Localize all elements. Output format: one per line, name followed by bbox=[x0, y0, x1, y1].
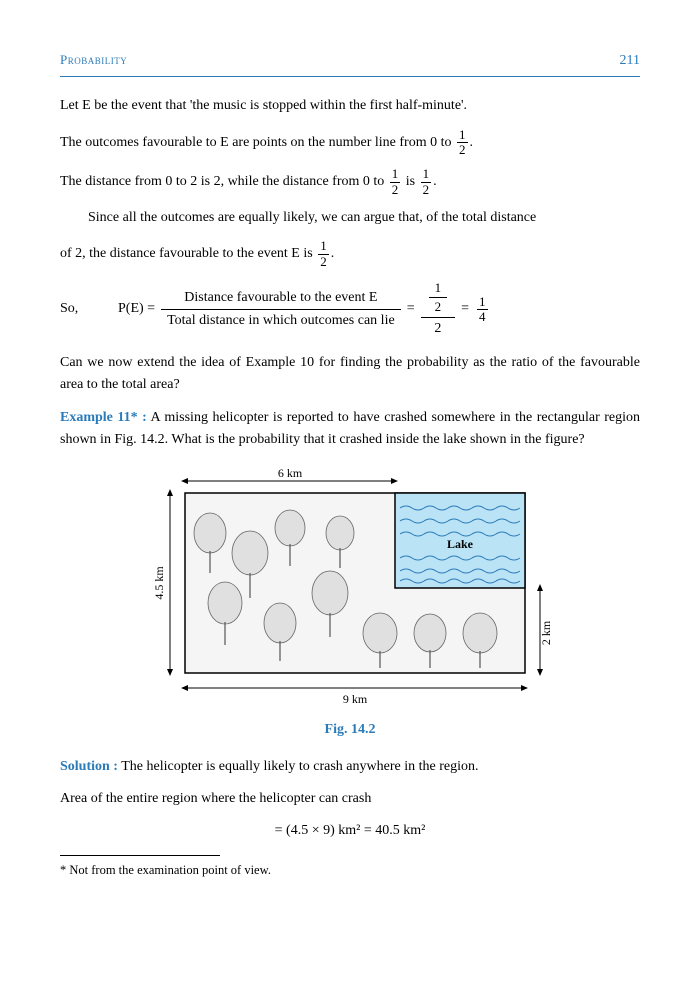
solution-p1: Solution : The helicopter is equally lik… bbox=[60, 756, 640, 778]
example-label: Example 11* : bbox=[60, 410, 147, 425]
eq-so: So, bbox=[60, 298, 118, 320]
eq-lhs: P(E) = bbox=[118, 298, 155, 320]
dim-left: 4.5 km bbox=[152, 566, 166, 600]
equation-pe: So, P(E) = Distance favourable to the ev… bbox=[60, 281, 640, 338]
footnote: * Not from the examination point of view… bbox=[60, 860, 640, 880]
lake-label: Lake bbox=[447, 537, 474, 551]
dim-right: 2 km bbox=[539, 620, 553, 645]
figure-14-2: Lake 6 km 4.5 km 9 km 2 km bbox=[130, 463, 570, 713]
solution-text: The helicopter is equally likely to cras… bbox=[118, 759, 479, 774]
text: . bbox=[433, 174, 437, 189]
text: . bbox=[331, 246, 335, 261]
text: The outcomes favourable to E are points … bbox=[60, 135, 455, 150]
solution-calc: = (4.5 × 9) km² = 40.5 km² bbox=[60, 820, 640, 842]
page-header: Probability 211 bbox=[60, 50, 640, 77]
eq-equals: = bbox=[407, 298, 415, 320]
eq-equals: = bbox=[461, 298, 469, 320]
paragraph-2: The outcomes favourable to E are points … bbox=[60, 128, 640, 158]
fraction-quarter: 14 bbox=[477, 295, 488, 325]
fraction-half: 12 bbox=[390, 167, 401, 197]
figure-caption: Fig. 14.2 bbox=[60, 719, 640, 741]
eq-denominator: Total distance in which outcomes can lie bbox=[161, 310, 401, 330]
dim-bottom: 9 km bbox=[343, 692, 368, 706]
eq-fraction-words: Distance favourable to the event E Total… bbox=[161, 289, 401, 330]
dim-top: 6 km bbox=[278, 466, 303, 480]
section-title: Probability bbox=[60, 50, 127, 71]
text: The distance from 0 to 2 is 2, while the… bbox=[60, 174, 388, 189]
solution-p2: Area of the entire region where the heli… bbox=[60, 788, 640, 810]
page-number: 211 bbox=[620, 50, 640, 72]
paragraph-3: The distance from 0 to 2 is 2, while the… bbox=[60, 167, 640, 197]
fraction-half: 12 bbox=[318, 239, 329, 269]
text: of 2, the distance favourable to the eve… bbox=[60, 246, 316, 261]
footnote-rule bbox=[60, 855, 220, 856]
example-text: A missing helicopter is reported to have… bbox=[60, 410, 640, 447]
example-11: Example 11* : A missing helicopter is re… bbox=[60, 407, 640, 452]
paragraph-5: of 2, the distance favourable to the eve… bbox=[60, 239, 640, 269]
text: . bbox=[470, 135, 474, 150]
paragraph-1: Let E be the event that 'the music is st… bbox=[60, 95, 640, 117]
eq-numerator: Distance favourable to the event E bbox=[161, 289, 401, 310]
text: is bbox=[402, 174, 418, 189]
fraction-half: 12 bbox=[457, 128, 468, 158]
paragraph-6: Can we now extend the idea of Example 10… bbox=[60, 352, 640, 397]
eq-fraction-halves: 12 2 bbox=[421, 281, 456, 338]
solution-label: Solution : bbox=[60, 759, 118, 774]
fraction-half: 12 bbox=[421, 167, 432, 197]
paragraph-4: Since all the outcomes are equally likel… bbox=[60, 207, 640, 229]
